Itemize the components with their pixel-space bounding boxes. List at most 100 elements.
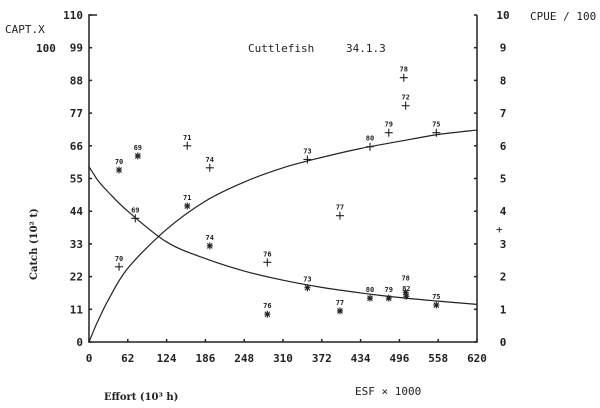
plus-marker — [263, 258, 272, 267]
cpue-point: 69 — [134, 144, 142, 160]
y2-tick-label: 8 — [500, 74, 507, 87]
star-marker — [184, 202, 191, 210]
chart-subtitle: 34.1.3 — [346, 42, 386, 55]
x-tick-label: 186 — [195, 352, 215, 365]
point-label: 77 — [336, 299, 344, 307]
y-tick-label: 77 — [70, 107, 83, 120]
y-axis-header-scale: 100 — [36, 42, 56, 55]
star-marker — [206, 242, 213, 250]
x-tick-label: 248 — [234, 352, 254, 365]
cpue-point: 70 — [115, 158, 123, 174]
y2-tick-label: 4 — [500, 205, 507, 218]
y-tick-label: 44 — [70, 205, 84, 218]
star-marker — [304, 284, 311, 292]
star-marker — [433, 301, 440, 309]
catch-point: 75 — [432, 121, 441, 137]
y-tick-label: 110 — [63, 9, 83, 22]
y-tick-label: 88 — [70, 74, 83, 87]
plus-marker — [131, 214, 140, 223]
point-label: 73 — [303, 276, 311, 284]
y-tick-label: 11 — [70, 303, 84, 316]
y2-tick-label: 6 — [500, 140, 507, 153]
x-tick-label: 310 — [273, 352, 293, 365]
catch-point: 69 — [131, 206, 140, 223]
point-label: 73 — [303, 147, 311, 155]
point-label: 76 — [263, 302, 271, 310]
x-tick-label: 620 — [467, 352, 487, 365]
y2-tick-label: 9 — [500, 42, 507, 55]
cpue-point: 71 — [183, 194, 191, 210]
point-label: 79 — [385, 121, 393, 129]
catch-point: 72 — [401, 94, 410, 110]
y-axis-label: Catch (10² t) — [29, 208, 40, 280]
point-label: 74 — [206, 156, 214, 164]
y2-tick-label: 0 — [500, 336, 507, 349]
x-axis-label-alt: ESF × 1000 — [355, 385, 421, 398]
star-marker — [116, 166, 123, 174]
cpue-point: 75 — [432, 293, 441, 309]
point-label: 69 — [134, 144, 142, 152]
plus-marker — [401, 101, 410, 110]
point-label: 72 — [401, 94, 409, 102]
star-marker — [336, 307, 343, 315]
cpue-point: 77 — [336, 299, 344, 315]
y-tick-label: 33 — [70, 238, 83, 251]
star-marker — [403, 292, 410, 300]
point-label: 76 — [263, 250, 271, 258]
catch-point: 79 — [385, 121, 393, 137]
point-label: 74 — [206, 234, 214, 242]
y2-tick-label: 10 — [496, 9, 509, 22]
star-marker — [366, 294, 373, 302]
y2-tick-label: 5 — [500, 173, 507, 186]
cpue-point: 78 — [401, 274, 410, 296]
star-marker — [385, 294, 392, 302]
chart-title: Cuttlefish — [248, 42, 314, 55]
cpue-point: 76 — [263, 302, 272, 318]
y2-axis-label: CPUE / 100 — [530, 10, 596, 23]
y-tick-label: 22 — [70, 271, 83, 284]
axes — [88, 14, 478, 343]
plus-marker — [384, 128, 393, 137]
y2-tick-label: 3 — [500, 238, 507, 251]
y-tick-label: 66 — [70, 140, 84, 153]
catch-point: 70 — [115, 255, 123, 271]
catch-point: 74 — [206, 156, 214, 172]
point-label: 70 — [115, 158, 123, 166]
star-marker — [402, 288, 409, 296]
point-label: 80 — [366, 135, 374, 143]
plus-marker — [183, 141, 192, 150]
catch-point: 80 — [366, 135, 374, 151]
catch-point: 73 — [303, 147, 312, 164]
y-tick-label: 0 — [76, 336, 83, 349]
plus-marker — [115, 262, 124, 271]
star-marker — [134, 152, 141, 160]
point-label: 82 — [402, 285, 410, 293]
point-label: 78 — [401, 274, 409, 282]
x-tick-label: 496 — [389, 352, 409, 365]
plot-frame — [88, 14, 478, 343]
x-tick-label: 372 — [312, 352, 332, 365]
cpue-point: 79 — [385, 286, 393, 302]
plus-marker — [205, 163, 214, 172]
catch-point: 77 — [336, 204, 344, 220]
catch-point: 71 — [183, 134, 191, 150]
cpue-point: 82 — [402, 285, 411, 300]
point-label: 69 — [131, 206, 139, 214]
catch-point: 78 — [400, 66, 408, 82]
y-axis-header: CAPT.X — [5, 23, 45, 36]
cpue-point: 80 — [366, 286, 374, 302]
x-tick-label: 558 — [428, 352, 448, 365]
x-tick-label: 434 — [351, 352, 371, 365]
y-tick-label: 55 — [70, 173, 83, 186]
x-axis-label: Effort (10³ h) — [104, 392, 178, 403]
y2-tick-label: 2 — [500, 271, 507, 284]
point-label: 77 — [336, 204, 344, 212]
point-label: 75 — [432, 293, 440, 301]
point-label: 71 — [183, 134, 191, 142]
point-label: 78 — [400, 66, 408, 74]
y2-tick-label: 1 — [500, 303, 507, 316]
x-tick-label: 0 — [86, 352, 93, 365]
point-label: 80 — [366, 286, 374, 294]
catch-point: 76 — [263, 250, 272, 267]
y-tick-label: 99 — [70, 42, 83, 55]
